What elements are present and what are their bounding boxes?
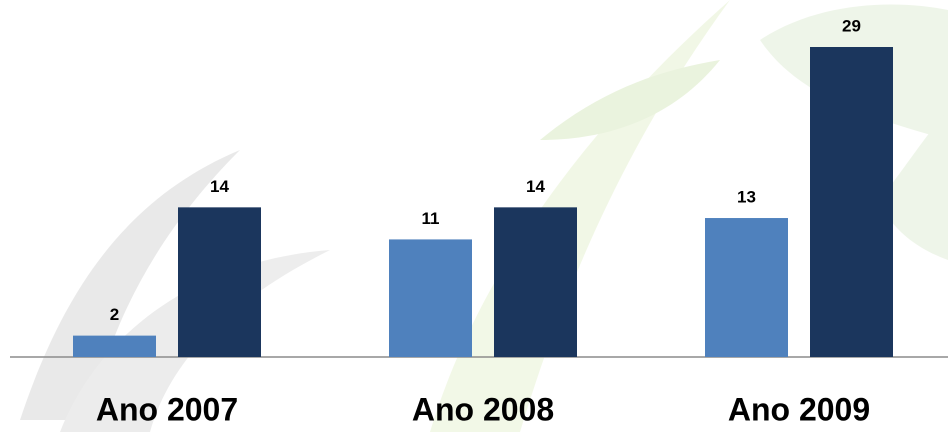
value-label: 13 [737, 188, 756, 207]
bar [178, 207, 261, 357]
leaf [430, 0, 730, 432]
bar [810, 47, 893, 357]
bar [389, 239, 472, 357]
value-label: 11 [422, 209, 440, 228]
x-tick-label: Ano 2008 [412, 391, 554, 427]
value-label: 14 [210, 177, 229, 196]
value-label: 2 [110, 305, 119, 324]
x-tick-label: Ano 2007 [96, 391, 238, 427]
value-label: 14 [526, 177, 545, 196]
value-label: 29 [842, 16, 861, 35]
x-tick-label: Ano 2009 [728, 391, 870, 427]
bar [705, 218, 788, 357]
chart: Ano 2007 2 14 Ano 2008 11 14 Ano 2009 13 29 [0, 0, 948, 432]
bar [494, 207, 577, 357]
bar [73, 336, 156, 357]
background-leaves [20, 0, 948, 432]
